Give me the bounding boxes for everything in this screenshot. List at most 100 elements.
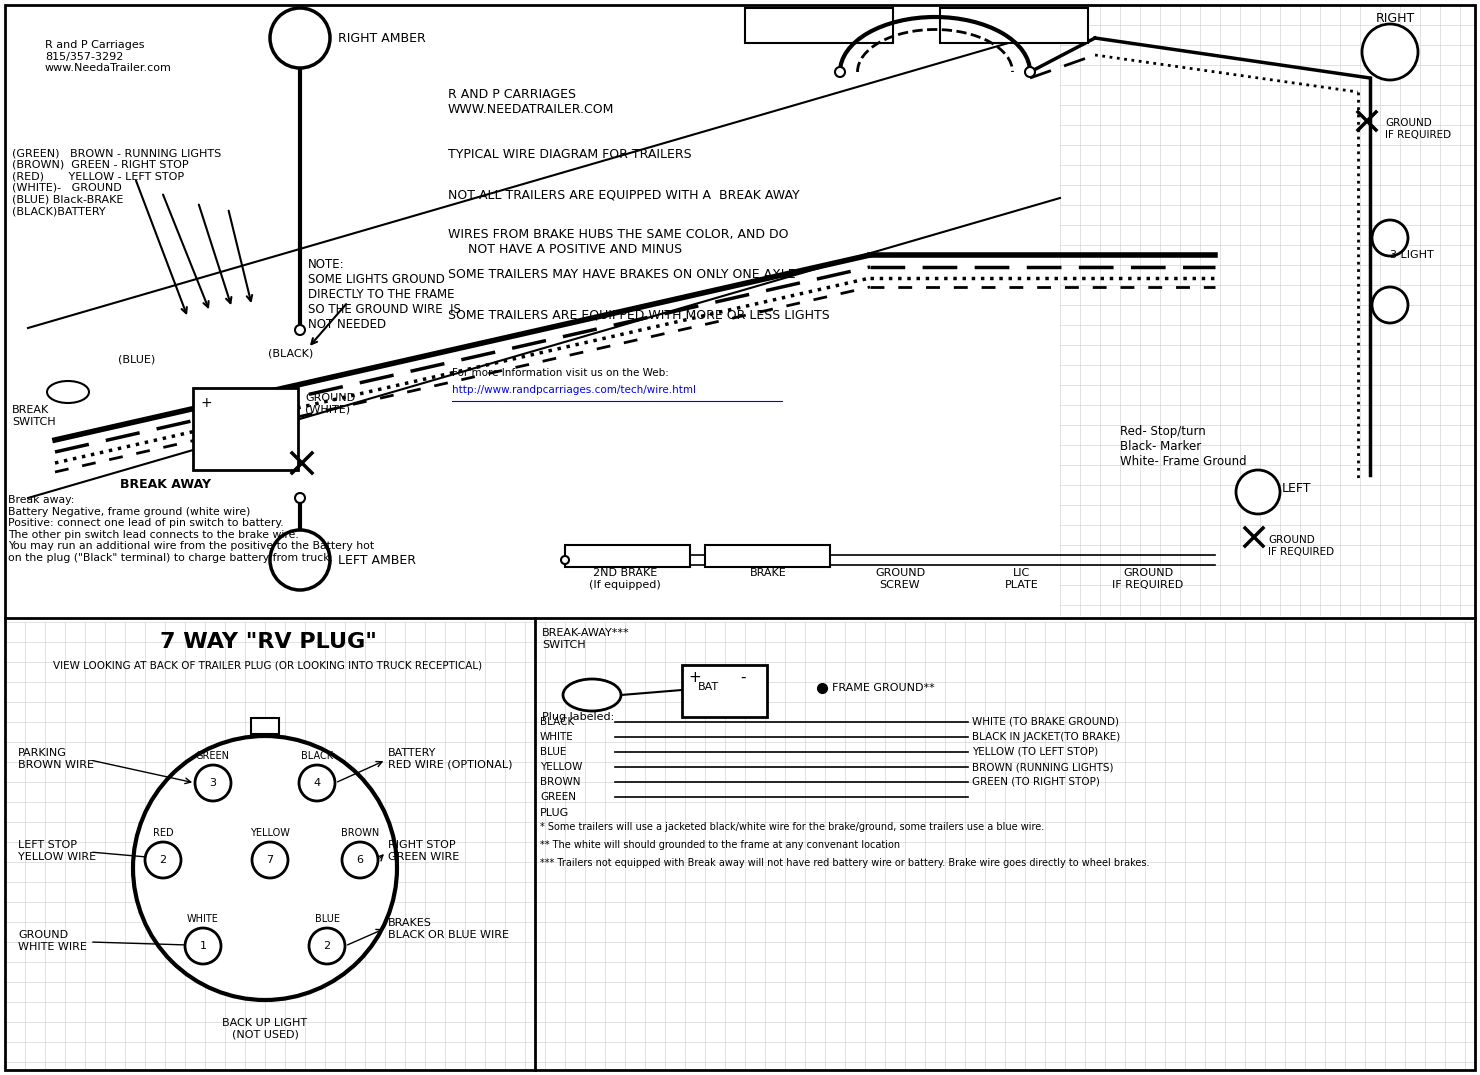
Text: YELLOW: YELLOW [250,828,290,838]
Text: SOME TRAILERS MAY HAVE BRAKES ON ONLY ONE AXLE: SOME TRAILERS MAY HAVE BRAKES ON ONLY ON… [448,268,796,281]
Text: +: + [688,670,700,685]
Text: GROUND
SCREW: GROUND SCREW [875,568,925,589]
Text: 2ND BRAKE
(If equipped): 2ND BRAKE (If equipped) [589,568,662,589]
Text: BREAK
SWITCH: BREAK SWITCH [12,405,56,427]
Text: SOME TRAILERS ARE EQUIPPED WITH MORE OR LESS LIGHTS: SOME TRAILERS ARE EQUIPPED WITH MORE OR … [448,309,830,321]
Circle shape [835,67,845,77]
Circle shape [1236,470,1280,514]
Text: (GREEN)   BROWN - RUNNING LIGHTS
(BROWN)  GREEN - RIGHT STOP
(RED)       YELLOW : (GREEN) BROWN - RUNNING LIGHTS (BROWN) G… [12,148,221,216]
Text: Break away:
Battery Negative, frame ground (white wire)
Positive: connect one le: Break away: Battery Negative, frame grou… [7,494,374,563]
Text: BREAK-AWAY***
SWITCH: BREAK-AWAY*** SWITCH [542,628,629,649]
Text: GREEN: GREEN [540,792,576,802]
Text: WHITE: WHITE [540,732,574,742]
Text: LEFT: LEFT [1282,482,1311,495]
Text: 2: 2 [160,855,167,865]
Circle shape [295,325,305,335]
Circle shape [1372,220,1407,256]
Text: LIC
PLATE: LIC PLATE [1005,568,1039,589]
Text: GROUND
IF REQUIRED: GROUND IF REQUIRED [1268,535,1333,557]
Text: (BLUE): (BLUE) [118,355,155,366]
Text: BRAKES
BLACK OR BLUE WIRE: BRAKES BLACK OR BLUE WIRE [388,918,509,940]
Text: R AND P CARRIAGES
WWW.NEEDATRAILER.COM: R AND P CARRIAGES WWW.NEEDATRAILER.COM [448,88,614,116]
Text: NOTE:
SOME LIGHTS GROUND
DIRECTLY TO THE FRAME
SO THE GROUND WIRE  IS
NOT NEEDED: NOTE: SOME LIGHTS GROUND DIRECTLY TO THE… [308,258,460,331]
Text: 6: 6 [357,855,364,865]
Circle shape [269,8,330,68]
Text: YELLOW (TO LEFT STOP): YELLOW (TO LEFT STOP) [972,747,1098,757]
Text: LEFT STOP
YELLOW WIRE: LEFT STOP YELLOW WIRE [18,840,96,861]
Text: PARKING
BROWN WIRE: PARKING BROWN WIRE [18,748,95,770]
Text: GREEN: GREEN [195,751,229,761]
Bar [682,665,767,717]
Bar [192,388,297,470]
Text: BREAK AWAY: BREAK AWAY [120,478,212,491]
Bar [565,545,690,567]
Ellipse shape [47,381,89,403]
Text: FRAME GROUND**: FRAME GROUND** [832,683,935,693]
Text: WHITE: WHITE [186,914,219,924]
Text: http://www.randpcarriages.com/tech/wire.html: http://www.randpcarriages.com/tech/wire.… [451,385,696,395]
Text: BLACK: BLACK [540,717,574,727]
Circle shape [1372,287,1407,322]
Text: RIGHT AMBER: RIGHT AMBER [337,31,426,44]
Text: BAT: BAT [699,682,719,692]
Text: 1: 1 [200,941,207,951]
Text: RIGHT: RIGHT [1375,12,1415,25]
Text: +: + [201,396,213,410]
Text: GROUND
IF REQUIRED: GROUND IF REQUIRED [1113,568,1184,589]
Circle shape [561,556,568,564]
Text: VIEW LOOKING AT BACK OF TRAILER PLUG (OR LOOKING INTO TRUCK RECEPTICAL): VIEW LOOKING AT BACK OF TRAILER PLUG (OR… [53,660,482,670]
Text: RIGHT STOP
GREEN WIRE: RIGHT STOP GREEN WIRE [388,840,459,861]
Circle shape [1026,67,1035,77]
Circle shape [299,765,334,801]
Bar [940,8,1088,43]
Text: Red- Stop/turn
Black- Marker
White- Frame Ground: Red- Stop/turn Black- Marker White- Fram… [1120,425,1246,468]
Text: BLACK IN JACKET(TO BRAKE): BLACK IN JACKET(TO BRAKE) [972,732,1120,742]
Text: 3 LIGHT: 3 LIGHT [1390,250,1434,260]
Circle shape [1362,24,1418,80]
Text: PLUG: PLUG [540,808,570,818]
Text: BRAKE: BRAKE [750,568,786,578]
Circle shape [133,736,397,1000]
Text: GROUND
IF REQUIRED: GROUND IF REQUIRED [1385,118,1450,140]
Text: BLUE: BLUE [540,747,567,757]
Text: For more Information visit us on the Web:: For more Information visit us on the Web… [451,368,669,378]
Circle shape [252,842,289,878]
Text: GROUND
(WHITE): GROUND (WHITE) [305,393,355,415]
Text: BLUE: BLUE [315,914,339,924]
Circle shape [195,765,231,801]
Text: TYPICAL WIRE DIAGRAM FOR TRAILERS: TYPICAL WIRE DIAGRAM FOR TRAILERS [448,148,691,161]
Circle shape [342,842,377,878]
Circle shape [185,928,221,964]
Text: -: - [740,670,746,685]
Text: WIRES FROM BRAKE HUBS THE SAME COLOR, AND DO
     NOT HAVE A POSITIVE AND MINUS: WIRES FROM BRAKE HUBS THE SAME COLOR, AN… [448,228,789,256]
Text: BROWN: BROWN [540,777,580,787]
Text: GROUND
WHITE WIRE: GROUND WHITE WIRE [18,930,87,951]
Circle shape [269,530,330,590]
Text: RED: RED [152,828,173,838]
Circle shape [309,928,345,964]
Text: BATTERY
RED WIRE (OPTIONAL): BATTERY RED WIRE (OPTIONAL) [388,748,512,770]
Bar [704,545,830,567]
Text: WHITE (TO BRAKE GROUND): WHITE (TO BRAKE GROUND) [972,717,1119,727]
Text: 7: 7 [266,855,274,865]
Circle shape [295,493,305,503]
Text: Plug labeled:: Plug labeled: [542,712,614,722]
Text: BACK UP LIGHT
(NOT USED): BACK UP LIGHT (NOT USED) [222,1018,308,1040]
Ellipse shape [562,679,622,711]
Text: 7 WAY "RV PLUG": 7 WAY "RV PLUG" [160,632,376,653]
Text: * Some trailers will use a jacketed black/white wire for the brake/ground, some : * Some trailers will use a jacketed blac… [540,822,1045,832]
Text: 3: 3 [210,778,216,788]
Text: *** Trailers not equipped with Break away will not have red battery wire or batt: *** Trailers not equipped with Break awa… [540,858,1150,868]
Text: GREEN (TO RIGHT STOP): GREEN (TO RIGHT STOP) [972,777,1100,787]
Text: LEFT AMBER: LEFT AMBER [337,554,416,567]
Text: (BLACK): (BLACK) [268,348,314,358]
Bar [252,718,280,734]
Text: ** The white will should grounded to the frame at any convenant location: ** The white will should grounded to the… [540,840,900,850]
Circle shape [145,842,181,878]
Text: BROWN (RUNNING LIGHTS): BROWN (RUNNING LIGHTS) [972,762,1113,772]
Text: 2: 2 [324,941,330,951]
Bar [744,8,892,43]
Text: 4: 4 [314,778,321,788]
Text: YELLOW: YELLOW [540,762,582,772]
Text: R and P Carriages
815/357-3292
www.NeedaTrailer.com: R and P Carriages 815/357-3292 www.Needa… [44,40,172,73]
